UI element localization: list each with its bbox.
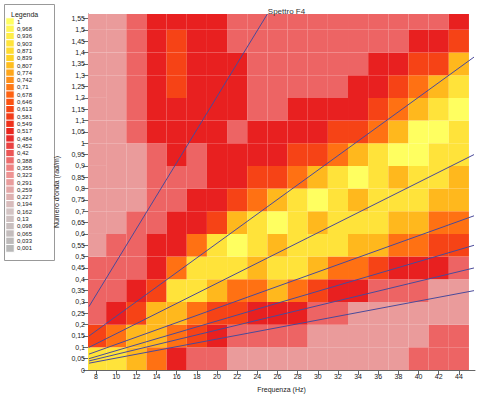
svg-text:32: 32 — [334, 373, 342, 380]
svg-text:0,291: 0,291 — [17, 180, 33, 186]
svg-text:1: 1 — [81, 140, 85, 147]
svg-text:0,85: 0,85 — [71, 174, 85, 181]
svg-text:0,581: 0,581 — [17, 114, 33, 120]
svg-text:1,2: 1,2 — [75, 94, 85, 101]
svg-text:0,936: 0,936 — [17, 33, 33, 39]
svg-text:0,194: 0,194 — [17, 201, 33, 207]
svg-text:0,646: 0,646 — [17, 99, 33, 105]
svg-text:0,517: 0,517 — [17, 128, 33, 134]
svg-text:1: 1 — [17, 19, 21, 25]
svg-text:12: 12 — [132, 373, 140, 380]
svg-text:1,4: 1,4 — [75, 49, 85, 56]
svg-text:0,9: 0,9 — [75, 162, 85, 169]
svg-text:0,42: 0,42 — [17, 150, 29, 156]
svg-text:40: 40 — [415, 373, 423, 380]
svg-text:0,1: 0,1 — [75, 344, 85, 351]
svg-text:0,065: 0,065 — [17, 231, 33, 237]
svg-text:0,388: 0,388 — [17, 158, 33, 164]
svg-text:0,13: 0,13 — [17, 216, 29, 222]
svg-text:0,774: 0,774 — [17, 70, 33, 76]
svg-text:0,871: 0,871 — [17, 48, 33, 54]
svg-text:0,15: 0,15 — [71, 332, 85, 339]
svg-text:0,484: 0,484 — [17, 136, 33, 142]
svg-text:1,55: 1,55 — [71, 15, 85, 22]
svg-text:44: 44 — [455, 373, 463, 380]
svg-text:1,1: 1,1 — [75, 117, 85, 124]
svg-text:0,098: 0,098 — [17, 223, 33, 229]
svg-text:0,2: 0,2 — [75, 321, 85, 328]
svg-text:1,3: 1,3 — [75, 72, 85, 79]
svg-text:42: 42 — [435, 373, 443, 380]
svg-text:14: 14 — [153, 373, 161, 380]
svg-text:1,45: 1,45 — [71, 38, 85, 45]
svg-text:0,323: 0,323 — [17, 172, 33, 178]
svg-text:0,55: 0,55 — [71, 242, 85, 249]
svg-text:0,7: 0,7 — [75, 208, 85, 215]
svg-text:0,75: 0,75 — [71, 196, 85, 203]
svg-text:1,05: 1,05 — [71, 128, 85, 135]
svg-text:36: 36 — [374, 373, 382, 380]
svg-text:Legenda: Legenda — [11, 11, 38, 19]
svg-text:0,549: 0,549 — [17, 121, 33, 127]
svg-text:30: 30 — [314, 373, 322, 380]
svg-text:0,001: 0,001 — [17, 245, 33, 251]
svg-text:1,5: 1,5 — [75, 26, 85, 33]
svg-text:34: 34 — [354, 373, 362, 380]
svg-text:0,968: 0,968 — [17, 26, 33, 32]
svg-text:0: 0 — [81, 367, 85, 374]
svg-text:8: 8 — [94, 373, 98, 380]
svg-text:18: 18 — [193, 373, 201, 380]
svg-text:0,903: 0,903 — [17, 41, 33, 47]
svg-text:0,25: 0,25 — [71, 310, 85, 317]
svg-text:Numero d'onda (rad/m): Numero d'onda (rad/m) — [53, 156, 61, 228]
svg-text:0,8: 0,8 — [75, 185, 85, 192]
svg-text:0,71: 0,71 — [17, 84, 29, 90]
svg-text:26: 26 — [274, 373, 282, 380]
svg-text:28: 28 — [294, 373, 302, 380]
svg-text:0,162: 0,162 — [17, 209, 33, 215]
svg-text:0,839: 0,839 — [17, 55, 33, 61]
svg-text:0,742: 0,742 — [17, 77, 33, 83]
svg-text:0,3: 0,3 — [75, 298, 85, 305]
svg-text:1,15: 1,15 — [71, 106, 85, 113]
svg-text:24: 24 — [253, 373, 261, 380]
svg-text:0,227: 0,227 — [17, 194, 33, 200]
svg-text:0,355: 0,355 — [17, 165, 33, 171]
svg-text:0,95: 0,95 — [71, 151, 85, 158]
svg-text:22: 22 — [233, 373, 241, 380]
svg-text:10: 10 — [112, 373, 120, 380]
svg-text:0,259: 0,259 — [17, 187, 33, 193]
svg-text:38: 38 — [395, 373, 403, 380]
svg-text:0,807: 0,807 — [17, 63, 33, 69]
svg-text:0,678: 0,678 — [17, 92, 33, 98]
svg-text:16: 16 — [173, 373, 181, 380]
svg-text:0,4: 0,4 — [75, 276, 85, 283]
svg-text:Spettro F4: Spettro F4 — [268, 7, 306, 16]
svg-text:20: 20 — [213, 373, 221, 380]
svg-text:0,5: 0,5 — [75, 253, 85, 260]
svg-text:0,033: 0,033 — [17, 238, 33, 244]
svg-text:0,05: 0,05 — [71, 355, 85, 362]
svg-text:0,35: 0,35 — [71, 287, 85, 294]
svg-text:0,45: 0,45 — [71, 264, 85, 271]
svg-text:0,65: 0,65 — [71, 219, 85, 226]
svg-text:0,452: 0,452 — [17, 143, 33, 149]
svg-text:1,25: 1,25 — [71, 83, 85, 90]
svg-text:0,6: 0,6 — [75, 230, 85, 237]
svg-text:0,613: 0,613 — [17, 106, 33, 112]
svg-text:Frequenza (Hz): Frequenza (Hz) — [257, 386, 306, 394]
svg-text:1,35: 1,35 — [71, 60, 85, 67]
